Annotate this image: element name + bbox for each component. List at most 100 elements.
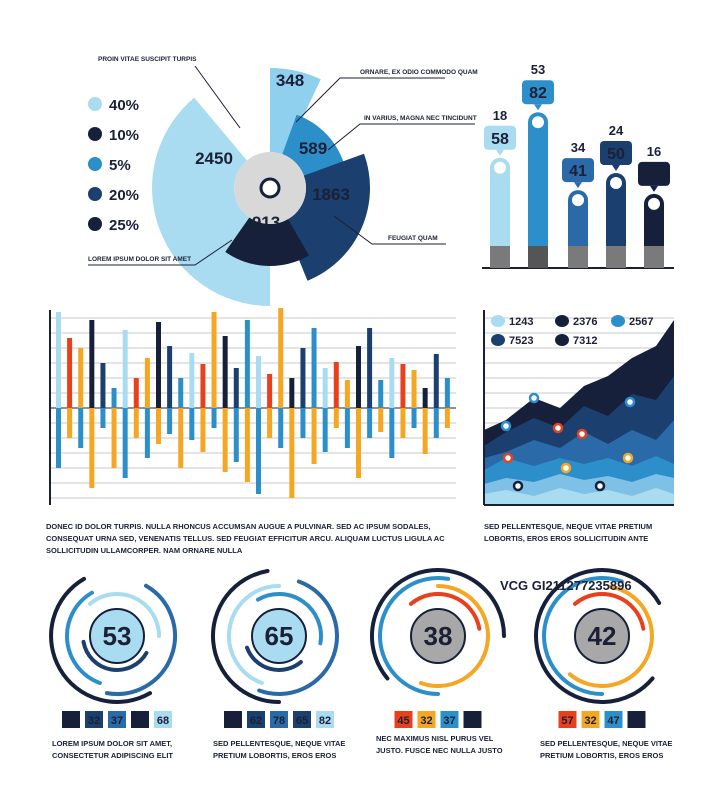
bar-up-8 xyxy=(133,378,139,408)
pill-badge-4 xyxy=(600,141,632,165)
pie-value-2: 348 xyxy=(276,71,304,90)
bar-down-24 xyxy=(311,408,317,464)
bar-down-8 xyxy=(133,408,139,438)
pie-slice-2 xyxy=(270,68,321,156)
area-marker-5 xyxy=(502,452,514,464)
area-legend-label-4: 7523 xyxy=(509,335,533,347)
pie-value-5: 913 xyxy=(252,213,280,232)
bar-down-33 xyxy=(411,408,417,428)
bar-up-35 xyxy=(433,354,439,408)
pie-callout-line-3 xyxy=(327,123,475,151)
bar-down-20 xyxy=(267,408,273,438)
bar-down-36 xyxy=(444,408,450,428)
area-marker-7 xyxy=(622,452,634,464)
pill-bar-dot-2 xyxy=(532,116,544,129)
gauge4-center xyxy=(574,608,630,664)
pill-bar-dot-4 xyxy=(610,177,622,189)
area-caption: SED PELLENTESQUE, NEQUE VITAE PRETIUM LO… xyxy=(484,522,653,543)
gauge4-chip-2 xyxy=(581,711,600,728)
pill-badge-1 xyxy=(484,125,516,150)
bar-up-10 xyxy=(156,322,161,408)
bar-down-31 xyxy=(389,408,395,458)
bar-down-23 xyxy=(300,408,306,438)
gauge4-chip-label-4: 49 xyxy=(630,715,642,727)
gauge1-chip-2 xyxy=(85,711,103,728)
gauge2-center xyxy=(251,608,307,664)
bar-up-16 xyxy=(222,336,228,408)
bar-down-22 xyxy=(289,408,295,498)
pie-callout-line-5 xyxy=(88,239,233,266)
gauge2-chip-label-4: 65 xyxy=(296,715,308,727)
bar-down-1 xyxy=(56,408,61,468)
bar-down-10 xyxy=(156,408,161,444)
pill-badge-2 xyxy=(522,80,554,105)
pie-legend-dot-2 xyxy=(88,127,102,141)
bar-up-26 xyxy=(333,362,339,408)
gauge1-chip-label-2: 32 xyxy=(88,715,100,727)
area-legend-dot-1 xyxy=(491,315,505,327)
bar-up-15 xyxy=(211,312,217,408)
gauge3-chip-label-1: 45 xyxy=(397,715,409,727)
bar-up-6 xyxy=(111,388,117,408)
pill-bar-base-1 xyxy=(490,246,510,268)
pie-legend-label-1: 40% xyxy=(109,97,139,114)
bar-down-16 xyxy=(222,408,228,472)
gauge3-caption: NEC MAXIMUS NISL PURUS VEL JUSTO. FUSCE … xyxy=(376,734,503,755)
gauge3-value: 38 xyxy=(424,621,453,651)
gauge2-value: 65 xyxy=(265,621,294,651)
pill-badge-pointer-4 xyxy=(612,165,620,171)
gauge4-chip-1 xyxy=(558,711,577,728)
bar-up-31 xyxy=(389,358,395,408)
bar-up-24 xyxy=(311,328,317,408)
pill-top-label-2: 53 xyxy=(531,62,545,77)
gauge3-ring-1 xyxy=(370,568,506,681)
pill-badge-pointer-5 xyxy=(650,185,658,192)
gauge1-chip-label-4: 48 xyxy=(134,715,146,727)
area-legend-label-2: 2376 xyxy=(573,316,597,328)
gauge2-chip-label-3: 78 xyxy=(273,715,285,727)
pill-badge-pointer-3 xyxy=(574,182,582,189)
pill-bar-dot-1 xyxy=(494,161,506,174)
gauge2-caption: SED PELLENTESQUE, NEQUE VITAE PRETIUM LO… xyxy=(213,739,346,760)
gauge4-ring-2 xyxy=(542,576,624,696)
bar-up-36 xyxy=(444,378,450,408)
pill-top-label-4: 24 xyxy=(609,123,624,138)
gauge1-chip-1 xyxy=(62,711,80,728)
gauge1-chip-4 xyxy=(131,711,149,728)
area-layer-6 xyxy=(484,488,674,505)
pill-badge-3 xyxy=(562,158,594,183)
gauge4-chip-3 xyxy=(604,711,623,728)
gauge2-chip-label-2: 62 xyxy=(250,715,262,727)
bar-up-33 xyxy=(411,370,417,408)
pill-badge-pointer-1 xyxy=(496,149,504,156)
gauge4-chip-label-3: 47 xyxy=(607,715,619,727)
gauge4-ring-3 xyxy=(567,584,654,688)
bar-up-5 xyxy=(100,363,106,408)
bar-up-18 xyxy=(244,320,250,408)
gauge3-chip-label-4: 48 xyxy=(466,715,478,727)
pie-value-4: 1863 xyxy=(312,185,350,204)
pie-callout-line-1 xyxy=(194,65,241,129)
pill-bar-4 xyxy=(606,173,626,268)
gauge3-ring-3 xyxy=(418,584,490,688)
bar-up-9 xyxy=(144,358,150,408)
pill-bar-base-4 xyxy=(606,246,626,268)
bar-up-4 xyxy=(89,320,95,408)
pill-bar-2 xyxy=(528,112,548,268)
bar-down-9 xyxy=(144,408,150,458)
area-marker-8 xyxy=(512,480,524,492)
pill-top-label-1: 18 xyxy=(493,108,507,123)
gauge2-ring-2 xyxy=(257,579,339,696)
pill-bar-1 xyxy=(490,157,510,268)
bar-up-17 xyxy=(233,368,239,408)
area-marker-9 xyxy=(594,480,606,492)
gauge4-chip-label-1: 57 xyxy=(561,715,573,727)
gauge2-chip-5 xyxy=(316,711,334,728)
gauge1-ring-3 xyxy=(65,590,102,685)
gauge3-center xyxy=(410,608,466,664)
gauge2-chip-label-1: 55 xyxy=(227,715,239,727)
watermark-text: VCG GI211277235896 xyxy=(500,578,632,593)
gauge1-chip-label-1: 45 xyxy=(65,715,77,727)
area-legend-dot-5 xyxy=(555,334,569,346)
